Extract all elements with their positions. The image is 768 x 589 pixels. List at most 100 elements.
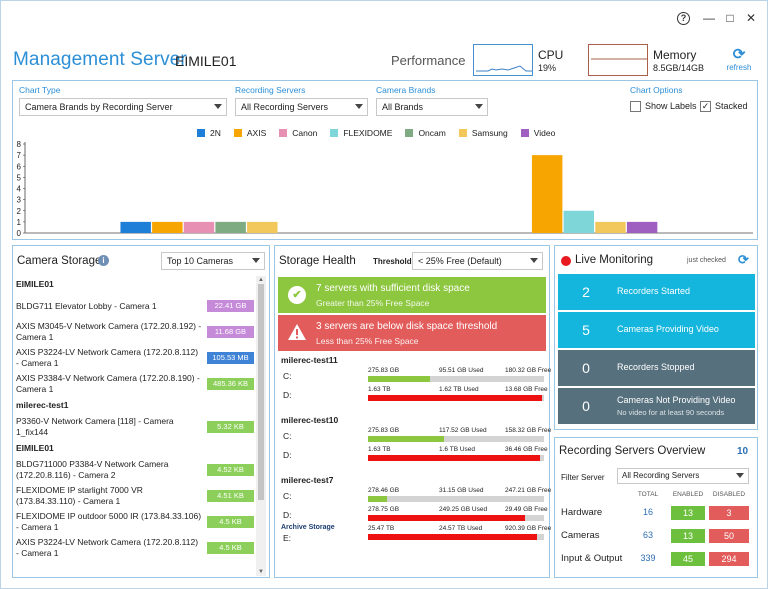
overview-total[interactable]: 63 [642, 530, 653, 540]
overview-total[interactable]: 16 [642, 507, 653, 517]
live-refresh-icon[interactable]: ⟳ [738, 252, 749, 267]
camera-storage-scrollbar[interactable]: ▲ ▼ [256, 276, 266, 576]
storage-size-badge: 105.53 MB [207, 352, 254, 364]
disk-usage-bar [368, 455, 544, 461]
show-labels-text: Show Labels [645, 101, 697, 111]
server-name-label: milerec-test7 [281, 475, 334, 485]
camera-storage-title: Camera Storage [17, 255, 102, 267]
sufficient-space-sub: Greater than 25% Free Space [316, 298, 430, 308]
sufficient-space-banner[interactable]: ✔ 7 servers with sufficient disk space G… [278, 277, 546, 313]
maximize-button[interactable]: □ [726, 11, 734, 25]
overview-disabled[interactable]: 294 [709, 552, 749, 566]
overview-enabled[interactable]: 13 [671, 506, 705, 520]
live-tile[interactable]: 2 Recorders Started [558, 274, 755, 310]
drive-letter: D: [283, 510, 292, 520]
legend-item[interactable]: AXIS [233, 128, 266, 138]
live-tile[interactable]: 5 Cameras Providing Video [558, 312, 755, 348]
close-button[interactable]: ✕ [745, 11, 757, 25]
live-indicator-icon [561, 256, 571, 266]
bar-canon[interactable] [183, 221, 215, 233]
title-bar: ? — □ ✕ [1, 1, 767, 37]
show-labels-checkbox[interactable]: Show Labels [630, 101, 697, 113]
bar-video[interactable] [626, 221, 658, 233]
disk-usage-bar [368, 534, 544, 540]
bar-samsung[interactable] [247, 221, 278, 233]
help-icon[interactable]: ? [677, 12, 690, 25]
refresh-button[interactable]: ⟳ refresh [725, 47, 753, 72]
filter-server-select[interactable]: All Recording Servers [617, 468, 749, 484]
drive-letter: C: [283, 431, 292, 441]
overview-enabled[interactable]: 45 [671, 552, 705, 566]
drive-free: 13.68 GB Free [505, 386, 548, 393]
drive-letter: D: [283, 390, 292, 400]
camera-storage-row[interactable]: AXIS M3045-V Network Camera (172.20.8.19… [16, 319, 257, 345]
camera-name: BLDG711 Elevator Lobby - Camera 1 [16, 300, 157, 311]
checkmark-icon: ✓ [700, 101, 711, 113]
memory-sparkline [588, 44, 648, 76]
live-tile-label: Cameras Providing Video [617, 324, 719, 334]
storage-health-panel: Storage Health Threshold < 25% Free (Def… [274, 245, 551, 578]
live-tile-count: 0 [582, 360, 590, 376]
drive-letter: E: [283, 533, 292, 543]
live-tile[interactable]: 0 Recorders Stopped [558, 350, 755, 386]
scroll-down-icon[interactable]: ▼ [258, 569, 264, 575]
camera-storage-row[interactable]: P3360-V Network Camera [118] - Camera 1_… [16, 414, 257, 440]
camera-storage-row[interactable]: AXIS P3224-LV Network Camera (172.20.8.1… [16, 345, 257, 371]
overview-total[interactable]: 339 [640, 553, 656, 563]
recording-servers-label: Recording Servers [235, 85, 306, 95]
legend-item[interactable]: Video [520, 128, 555, 138]
camera-storage-row[interactable]: BLDG711000 P3384-V Network Camera (172.2… [16, 457, 257, 483]
camera-name: P3360-V Network Camera [118] - Camera 1_… [16, 416, 174, 437]
camera-brands-select[interactable]: All Brands [376, 98, 488, 116]
camera-storage-row[interactable]: AXIS P3384-V Network Camera (172.20.8.19… [16, 371, 257, 397]
server-name-label: milerec-test10 [281, 415, 339, 425]
legend-label: FLEXIDOME [343, 128, 393, 138]
y-tick-label: 1 [17, 218, 22, 227]
camera-storage-row[interactable]: BLDG711 Elevator Lobby - Camera 1 22.41 G… [16, 293, 257, 319]
legend-label: Samsung [471, 128, 508, 138]
storage-size-badge: 4.5 KB [207, 516, 254, 528]
bar-axis[interactable] [531, 155, 563, 233]
chart-options-label: Chart Options [630, 85, 683, 95]
threshold-value: < 25% Free (Default) [418, 256, 502, 266]
chevron-down-icon [475, 104, 483, 109]
stacked-checkbox[interactable]: ✓ Stacked [700, 101, 748, 113]
camera-name: AXIS P3384-V Network Camera (172.20.8.19… [16, 373, 200, 394]
camera-name: FLEXIDOME IP outdoor 5000 IR (173.84.33.… [16, 511, 202, 532]
bar-axis[interactable] [152, 221, 183, 233]
overview-enabled[interactable]: 13 [671, 529, 705, 543]
live-tile[interactable]: 0 Cameras Not Providing Video No video for… [558, 388, 755, 424]
legend-item[interactable]: Oncam [405, 128, 446, 138]
server-name: EIMILE01 [175, 53, 237, 69]
legend-item[interactable]: Samsung [458, 128, 508, 138]
bar-flexidome[interactable] [563, 210, 595, 233]
scrollbar-thumb[interactable] [258, 284, 264, 500]
overview-disabled[interactable]: 3 [709, 506, 749, 520]
storage-size-badge: 485.36 KB [207, 378, 254, 390]
legend-item[interactable]: Canon [279, 128, 317, 138]
camera-storage-list: EIMILE01 BLDG711 Elevator Lobby - Camera … [16, 276, 257, 576]
drive-letter: C: [283, 371, 292, 381]
camera-storage-row[interactable]: FLEXIDOME IP starlight 7000 VR (173.84.3… [16, 483, 257, 509]
threshold-select[interactable]: < 25% Free (Default) [412, 252, 543, 270]
info-icon[interactable]: i [98, 255, 109, 266]
disk-usage-fill [368, 515, 525, 521]
overview-disabled[interactable]: 50 [709, 529, 749, 543]
top-cameras-select[interactable]: Top 10 Cameras [161, 252, 265, 270]
low-space-banner[interactable]: 3 servers are below disk space threshold… [278, 315, 546, 351]
camera-storage-row[interactable]: FLEXIDOME IP outdoor 5000 IR (173.84.33.… [16, 509, 257, 535]
bar-2n[interactable] [120, 221, 151, 233]
live-tile-sub: No video for at least 90 seconds [617, 408, 725, 417]
camera-storage-row[interactable]: AXIS P3224-LV Network Camera (172.20.8.1… [16, 535, 257, 561]
recording-servers-select[interactable]: All Recording Servers [235, 98, 368, 116]
bar-oncam[interactable] [215, 221, 246, 233]
legend-item[interactable]: 2N [197, 128, 221, 138]
chart-type-select[interactable]: Camera Brands by Recording Server [19, 98, 227, 116]
legend-swatch [405, 129, 414, 137]
bar-samsung[interactable] [595, 221, 626, 233]
camera-name: FLEXIDOME IP starlight 7000 VR (173.84.3… [16, 485, 143, 506]
legend-item[interactable]: FLEXIDOME [330, 128, 392, 138]
scroll-up-icon[interactable]: ▲ [258, 277, 264, 283]
stacked-text: Stacked [715, 101, 748, 111]
minimize-button[interactable]: — [703, 11, 715, 25]
